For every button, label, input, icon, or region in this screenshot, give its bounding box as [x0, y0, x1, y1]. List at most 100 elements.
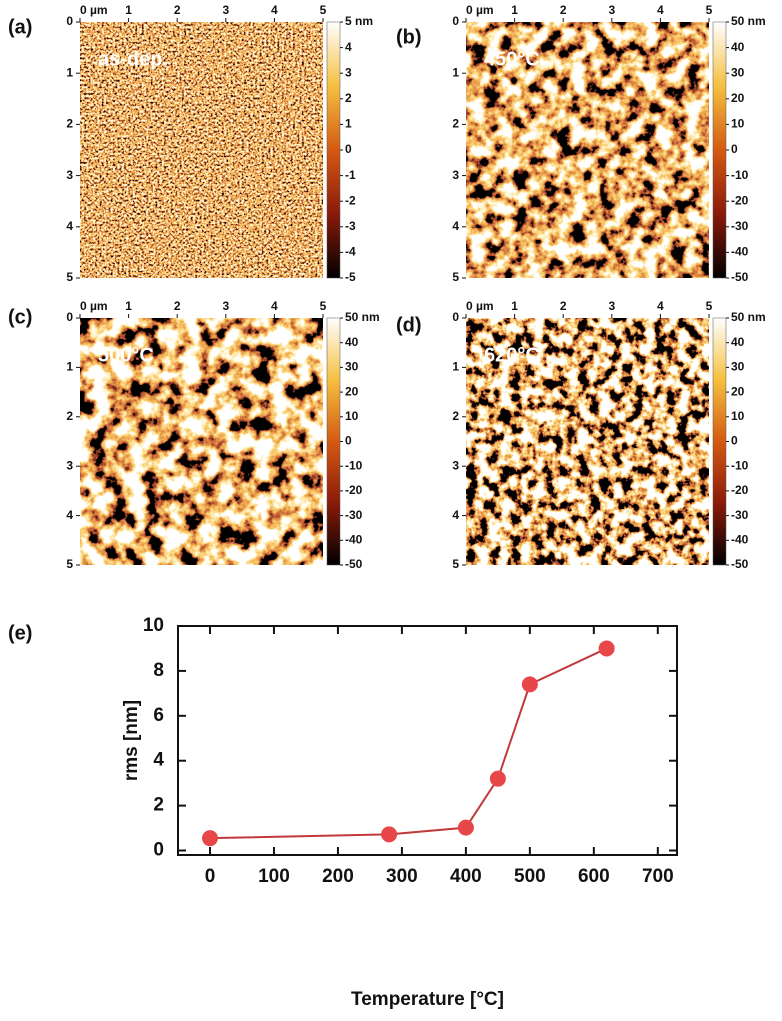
colorbar-tick-label: 10	[345, 409, 359, 423]
colorbar-tick-label: -50	[345, 557, 363, 571]
colorbar-tick-label: 20	[731, 384, 745, 398]
colorbar-tick-label: 40	[731, 335, 745, 349]
colorbar-tick-label: -40	[731, 532, 749, 546]
y-tick-label: 10	[143, 615, 164, 636]
colorbar-tick-label: -20	[731, 483, 749, 497]
colorbar-tick-label: 30	[731, 360, 745, 374]
x-tick-label: 600	[578, 866, 610, 887]
x-tick-label: 3	[222, 299, 229, 313]
x-tick-label: 0 µm	[80, 3, 108, 17]
y-tick-label: 2	[452, 409, 459, 423]
colorbar-tick-label: 0	[345, 142, 352, 156]
colorbar-tick-label: -20	[345, 483, 363, 497]
colorbar	[326, 21, 341, 279]
x-tick-label: 500	[514, 866, 546, 887]
colorbar-tick-label: 10	[731, 117, 745, 131]
panel-annotation: 620°C	[484, 344, 540, 366]
x-tick-label: 1	[125, 3, 132, 17]
colorbar-tick-label: 3	[345, 65, 352, 79]
colorbar-tick-label: -2	[345, 193, 356, 207]
colorbar-tick-label: 20	[731, 91, 745, 105]
colorbar-tick-label: 50 nm	[345, 310, 380, 324]
colorbar-tick-label: 40	[731, 40, 745, 54]
panel-label: (d)	[396, 314, 422, 336]
y-tick-label: 4	[153, 750, 164, 771]
x-tick-label: 0 µm	[466, 299, 494, 313]
colorbar-tick-label: -10	[345, 458, 363, 472]
colorbar-tick-label: -1	[345, 168, 356, 182]
data-point	[457, 819, 474, 836]
colorbar-tick-label: 5 nm	[345, 14, 373, 28]
afm-image	[80, 318, 323, 565]
y-tick-label: 4	[66, 219, 73, 233]
y-tick-label: 1	[452, 360, 459, 374]
afm-image	[466, 22, 709, 278]
y-tick-label: 0	[66, 14, 73, 28]
x-tick-label: 5	[320, 299, 327, 313]
colorbar	[712, 317, 727, 566]
panel-label: (b)	[396, 26, 422, 48]
colorbar	[712, 21, 727, 279]
x-tick-label: 1	[125, 299, 132, 313]
x-tick-label: 3	[222, 3, 229, 17]
data-point	[489, 770, 506, 787]
x-tick-label: 700	[642, 866, 674, 887]
x-tick-label: 0 µm	[80, 299, 108, 313]
y-tick-label: 3	[66, 458, 73, 472]
panel-label: (c)	[8, 306, 32, 328]
colorbar-tick-label: 0	[345, 434, 352, 448]
data-point	[381, 826, 398, 843]
y-tick-label: 0	[452, 310, 459, 324]
colorbar-tick-label: -50	[731, 557, 749, 571]
y-tick-label: 3	[452, 168, 459, 182]
colorbar-tick-label: -10	[731, 168, 749, 182]
x-tick-label: 5	[320, 3, 327, 17]
x-tick-label: 4	[271, 299, 278, 313]
colorbar-tick-label: 30	[345, 360, 359, 374]
colorbar-tick-label: -30	[731, 219, 749, 233]
y-tick-label: 4	[452, 219, 459, 233]
panel-label: (a)	[8, 16, 32, 38]
colorbar-tick-label: -40	[345, 532, 363, 546]
colorbar-tick-label: 1	[345, 117, 352, 131]
colorbar-tick-label: 50 nm	[731, 310, 766, 324]
colorbar-tick-label: -30	[345, 508, 363, 522]
x-tick-label: 2	[174, 299, 181, 313]
y-tick-label: 5	[452, 270, 459, 284]
data-line	[209, 647, 608, 840]
y-tick-label: 5	[66, 557, 73, 571]
panel-label: (e)	[8, 622, 32, 644]
colorbar-tick-label: -30	[731, 508, 749, 522]
x-tick-label: 100	[258, 866, 290, 887]
x-tick-label: 400	[450, 866, 482, 887]
y-tick-label: 3	[66, 168, 73, 182]
y-tick-label: 0	[452, 14, 459, 28]
y-tick-label: 1	[66, 360, 73, 374]
colorbar-tick-label: -10	[731, 458, 749, 472]
x-tick-label: 1	[511, 3, 518, 17]
y-tick-label: 2	[452, 117, 459, 131]
colorbar-tick-label: 2	[345, 91, 352, 105]
colorbar-tick-label: -3	[345, 219, 356, 233]
y-tick-label: 2	[66, 117, 73, 131]
x-tick-label: 2	[560, 3, 567, 17]
y-tick-label: 3	[452, 458, 459, 472]
x-tick-label: 0 µm	[466, 3, 494, 17]
y-tick-label: 2	[153, 795, 164, 816]
x-tick-label: 2	[174, 3, 181, 17]
colorbar-tick-label: -4	[345, 245, 356, 259]
colorbar-tick-label: 0	[731, 434, 738, 448]
colorbar-tick-label: 4	[345, 40, 352, 54]
x-tick-label: 200	[322, 866, 354, 887]
y-tick-label: 1	[452, 65, 459, 79]
y-tick-label: 6	[153, 705, 164, 726]
data-point	[521, 676, 538, 693]
afm-image	[80, 22, 323, 278]
data-point	[598, 640, 615, 657]
x-tick-label: 3	[608, 299, 615, 313]
x-axis-label: Temperature [°C]	[351, 989, 504, 1010]
y-tick-label: 0	[66, 310, 73, 324]
panel-annotation: as-dep.	[98, 48, 168, 70]
y-tick-label: 5	[66, 270, 73, 284]
x-tick-label: 2	[560, 299, 567, 313]
